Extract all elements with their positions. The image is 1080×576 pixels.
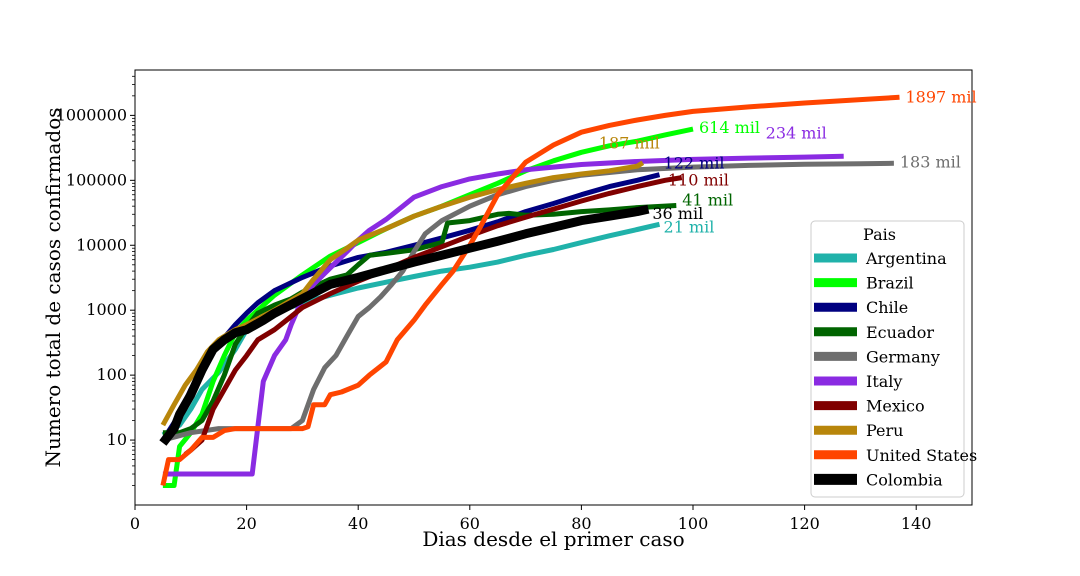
end-label-italy: 234 mil bbox=[766, 123, 827, 142]
end-label-united-states: 1897 mil bbox=[905, 87, 976, 106]
series-line-italy bbox=[162, 153, 844, 477]
y-axis: 10 100 1000 10000 100000 1000000 bbox=[56, 75, 135, 486]
x-tick-label: 40 bbox=[348, 514, 368, 533]
y-tick-label: 1000 bbox=[86, 300, 127, 319]
legend-items: Argentina Brazil Chile Ecuador Germany Italy M… bbox=[814, 249, 977, 489]
legend-label: Germany bbox=[866, 347, 940, 366]
y-tick-label: 10000 bbox=[76, 235, 127, 254]
plot-lines bbox=[159, 94, 900, 488]
legend-label: United States bbox=[866, 446, 977, 465]
x-axis: 0 20 40 60 80 100 120 140 bbox=[130, 505, 932, 533]
end-label-peru: 187 mil bbox=[599, 134, 660, 153]
end-label-mexico: 110 mil bbox=[668, 171, 729, 190]
end-label-ecuador: 41 mil bbox=[682, 190, 733, 209]
x-tick-label: 140 bbox=[901, 514, 932, 533]
end-label-colombia: 36 mil bbox=[652, 204, 703, 223]
series-line-argentina bbox=[161, 221, 661, 438]
legend-label: Chile bbox=[866, 298, 908, 317]
legend-label: Peru bbox=[866, 421, 903, 440]
series-line-chile bbox=[160, 172, 661, 442]
legend-label: Brazil bbox=[866, 274, 914, 293]
end-label-brazil: 614 mil bbox=[699, 118, 760, 137]
y-tick-label: 100 bbox=[96, 365, 127, 384]
end-labels: 21 mil 614 mil 122 mil 41 mil 183 mil 234 mil… bbox=[599, 87, 977, 236]
x-tick-label: 100 bbox=[678, 514, 709, 533]
y-tick-label: 1000000 bbox=[56, 105, 127, 124]
legend-label: Mexico bbox=[866, 397, 925, 416]
x-tick-label: 20 bbox=[236, 514, 256, 533]
series-line-brazil bbox=[162, 126, 694, 488]
x-axis-title: Dias desde el primer caso bbox=[422, 527, 684, 551]
series-line-germany bbox=[162, 160, 894, 443]
end-label-argentina: 21 mil bbox=[664, 217, 715, 236]
legend: Pais Argentina Brazil Chile Ecuador Germany I… bbox=[810, 220, 977, 498]
legend-label: Italy bbox=[866, 372, 902, 391]
x-tick-label: 60 bbox=[460, 514, 480, 533]
series-line-colombia bbox=[159, 204, 650, 446]
legend-title: Pais bbox=[863, 225, 896, 244]
series-line-united-states bbox=[160, 94, 900, 487]
y-tick-label: 100000 bbox=[66, 170, 127, 189]
legend-label: Argentina bbox=[865, 249, 947, 268]
x-tick-label: 80 bbox=[571, 514, 591, 533]
x-tick-label: 0 bbox=[130, 514, 140, 533]
plot-frame bbox=[134, 69, 973, 506]
end-label-chile: 122 mil bbox=[664, 154, 725, 173]
end-label-germany: 183 mil bbox=[900, 152, 961, 171]
legend-label: Ecuador bbox=[866, 323, 934, 342]
y-axis-title: Numero total de casos confirmados bbox=[41, 108, 65, 468]
legend-label: Colombia bbox=[866, 470, 943, 489]
y-tick-label: 10 bbox=[107, 430, 127, 449]
x-tick-label: 120 bbox=[789, 514, 820, 533]
